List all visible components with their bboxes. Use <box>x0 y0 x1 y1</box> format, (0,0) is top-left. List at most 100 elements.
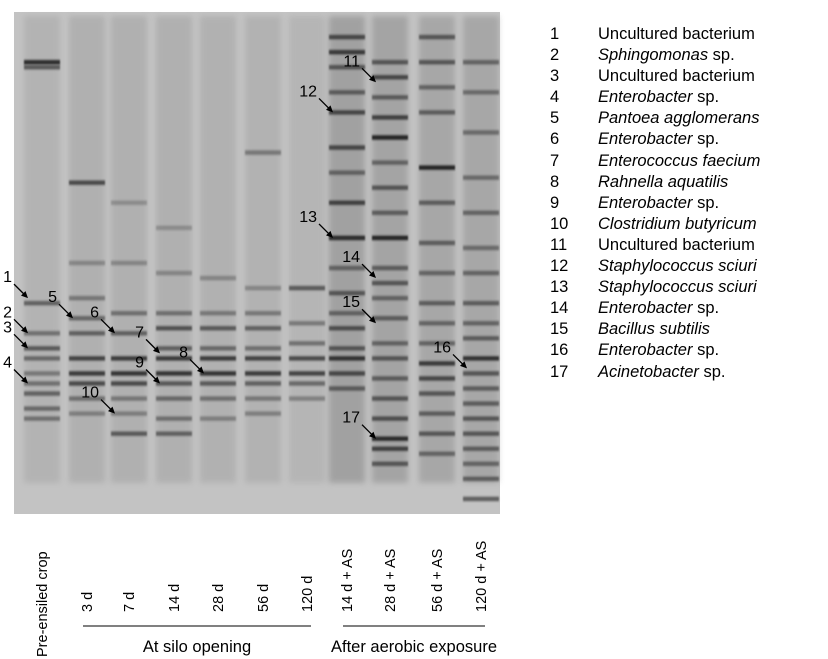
gel-band <box>156 396 192 401</box>
legend-number: 17 <box>550 362 569 381</box>
gel-band <box>69 180 105 185</box>
marker-number: 9 <box>135 354 144 371</box>
legend-entry: 11 Uncultured bacterium <box>550 235 760 256</box>
gel-band <box>24 331 60 336</box>
gel-band <box>69 371 105 376</box>
gel-band <box>245 346 281 351</box>
gel-band <box>372 436 408 441</box>
gel-lane <box>156 16 192 483</box>
band-marker: 15 <box>342 294 376 324</box>
marker-arrowhead <box>369 431 376 439</box>
lane-smear <box>419 16 455 483</box>
marker-arrowhead <box>21 341 28 349</box>
band-marker: 7 <box>135 324 160 354</box>
band-marker: 14 <box>342 249 376 279</box>
gel-band <box>111 381 147 386</box>
gel-band <box>419 300 455 306</box>
lane-smear <box>372 16 408 483</box>
gel-band <box>69 411 105 416</box>
gel-band <box>463 270 499 276</box>
lane-smear <box>111 16 147 483</box>
gel-band <box>463 386 499 391</box>
lane-smear <box>245 16 281 483</box>
marker-arrowhead <box>369 316 376 324</box>
legend-species-name: Rahnella aquatilis <box>598 172 729 191</box>
marker-number: 13 <box>299 209 317 226</box>
legend-entry: 7 Enterococcus faecium <box>550 151 760 172</box>
legend-species-name: Staphylococcus sciuri <box>598 257 757 276</box>
gel-band <box>463 175 499 180</box>
gel-band <box>329 235 365 241</box>
gel-band <box>329 200 365 205</box>
legend-species-suffix: sp. <box>692 341 720 360</box>
legend-number: 7 <box>550 151 560 170</box>
gel-band <box>200 396 236 401</box>
legend-species-name: Enterobacter <box>598 88 693 107</box>
gel-band <box>372 185 408 190</box>
gel-band <box>372 280 408 286</box>
gel-band <box>463 90 499 95</box>
gel-band <box>200 371 236 376</box>
lane-smear <box>156 16 192 483</box>
legend-species-name: Enterobacter <box>598 130 693 149</box>
gel-band <box>111 356 147 361</box>
gel-band <box>69 381 105 386</box>
marker-number: 10 <box>81 385 99 402</box>
gel-band <box>24 381 60 386</box>
gel-band <box>69 260 105 266</box>
gel-band <box>156 431 192 436</box>
band-marker: 12 <box>299 83 333 113</box>
gel-band <box>69 356 105 361</box>
gel-band <box>329 49 365 55</box>
marker-arrowhead <box>153 346 160 354</box>
marker-number: 11 <box>343 53 360 70</box>
gel-band <box>372 316 408 321</box>
legend-species-name: Bacillus subtilis <box>598 320 710 339</box>
gel-band <box>419 270 455 276</box>
gel-band <box>372 341 408 346</box>
legend-species-suffix: sp. <box>692 88 720 107</box>
lane-smear <box>24 16 60 483</box>
gel-band <box>329 34 365 40</box>
gel-lane <box>24 16 60 483</box>
gel-band <box>419 451 455 456</box>
gel-band <box>156 311 192 316</box>
legend-number: 11 <box>550 235 568 254</box>
gel-band <box>419 110 455 115</box>
gel-band <box>372 356 408 361</box>
gel-band <box>69 396 105 401</box>
legend-species-name: Acinetobacter <box>598 362 699 381</box>
gel-band <box>463 431 499 436</box>
gel-band <box>245 411 281 416</box>
gel-band <box>463 446 499 451</box>
gel-band <box>200 356 236 361</box>
gel-band <box>463 130 499 135</box>
lane-label: Pre-ensiled crop <box>35 551 51 657</box>
marker-number: 7 <box>135 324 144 341</box>
legend-number: 13 <box>550 278 569 297</box>
gel-band <box>24 356 60 361</box>
gel-band <box>111 311 147 316</box>
gel-band <box>200 416 236 421</box>
gel-lane <box>289 16 325 483</box>
gel-band <box>24 406 60 411</box>
gel-band <box>200 381 236 386</box>
gel-band <box>463 416 499 421</box>
gel-band <box>289 321 325 326</box>
gel-band <box>245 381 281 386</box>
gel-band <box>372 235 408 241</box>
marker-number: 12 <box>299 83 317 100</box>
gel-band <box>329 346 365 351</box>
legend-entry: 3 Uncultured bacterium <box>550 66 760 87</box>
legend-species-name: Sphingomonas <box>598 46 709 65</box>
gel-band <box>245 396 281 401</box>
lane-label: 120 d <box>300 576 316 612</box>
lane-label: 56 d <box>256 584 272 612</box>
legend-species-name: Pantoea agglomerans <box>598 109 760 128</box>
gel-band <box>372 75 408 80</box>
legend-entry: 12 Staphylococcus sciuri <box>550 256 760 277</box>
gel-band <box>245 356 281 361</box>
legend-entry: 15 Bacillus subtilis <box>550 319 760 340</box>
lane-label: 28 d + AS <box>383 549 399 612</box>
legend-species-name: Uncultured bacterium <box>598 25 755 43</box>
